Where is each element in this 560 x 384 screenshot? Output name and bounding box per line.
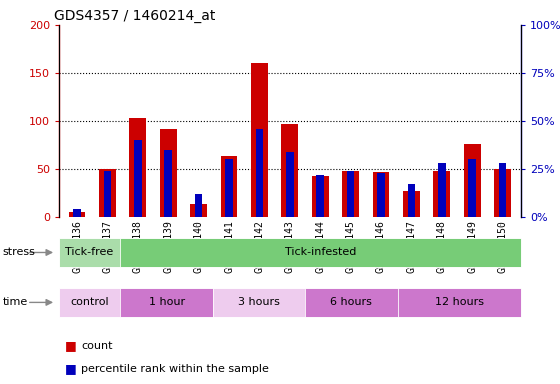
Bar	[195, 194, 202, 217]
Bar	[255, 129, 263, 217]
Text: 6 hours: 6 hours	[330, 297, 372, 308]
Bar	[120, 238, 521, 267]
Bar	[129, 118, 146, 217]
Bar	[433, 171, 450, 217]
Bar	[408, 184, 415, 217]
Bar	[213, 288, 305, 317]
Text: Tick-infested: Tick-infested	[285, 247, 356, 258]
Text: 1 hour: 1 hour	[148, 297, 185, 308]
Text: ■: ■	[64, 339, 76, 352]
Bar	[316, 175, 324, 217]
Bar	[464, 144, 480, 217]
Bar	[347, 171, 354, 217]
Text: Tick-free: Tick-free	[66, 247, 114, 258]
Bar	[499, 163, 506, 217]
Bar	[403, 191, 420, 217]
Bar	[104, 171, 111, 217]
Text: stress: stress	[3, 247, 36, 258]
Text: ■: ■	[64, 362, 76, 375]
Bar	[59, 238, 120, 267]
Bar	[282, 124, 298, 217]
Bar	[134, 140, 142, 217]
Text: control: control	[71, 297, 109, 308]
Text: time: time	[3, 297, 28, 308]
Text: 12 hours: 12 hours	[435, 297, 484, 308]
Bar	[377, 173, 385, 217]
Bar	[398, 288, 521, 317]
Text: percentile rank within the sample: percentile rank within the sample	[81, 364, 269, 374]
Bar	[286, 152, 293, 217]
Bar	[160, 129, 176, 217]
Bar	[468, 159, 476, 217]
Bar	[372, 172, 389, 217]
Bar	[221, 157, 237, 217]
Bar	[225, 159, 233, 217]
Bar	[120, 288, 213, 317]
Bar	[438, 163, 446, 217]
Text: 3 hours: 3 hours	[238, 297, 280, 308]
Bar	[69, 212, 85, 217]
Bar	[190, 205, 207, 217]
Text: count: count	[81, 341, 113, 351]
Bar	[342, 171, 359, 217]
Bar	[251, 63, 268, 217]
Bar	[59, 288, 120, 317]
Bar	[165, 150, 172, 217]
Bar	[312, 176, 329, 217]
Bar	[305, 288, 398, 317]
Bar	[99, 169, 116, 217]
Text: GDS4357 / 1460214_at: GDS4357 / 1460214_at	[54, 8, 216, 23]
Bar	[73, 209, 81, 217]
Bar	[494, 169, 511, 217]
